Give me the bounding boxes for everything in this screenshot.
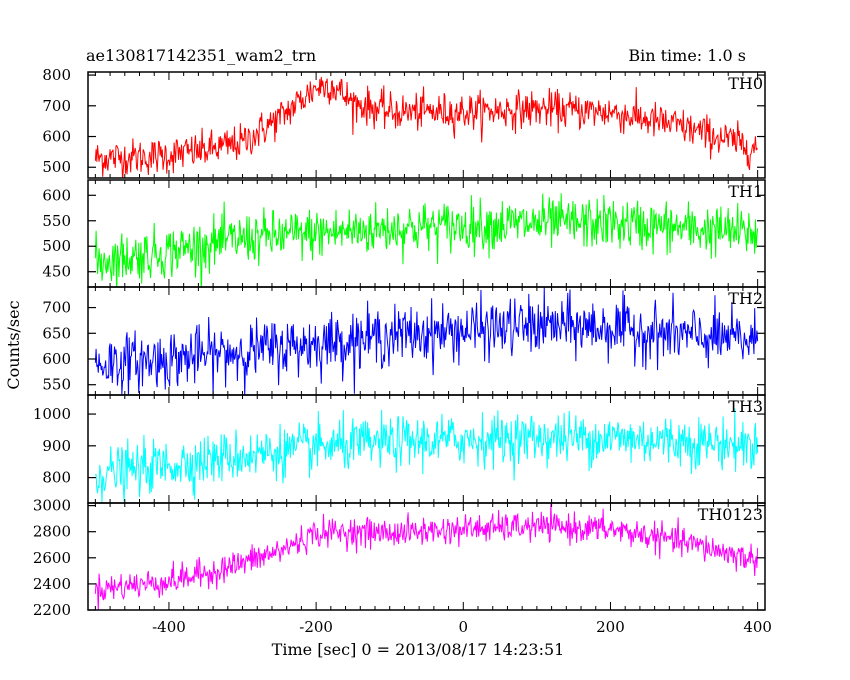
- chart-title: ae130817142351_wam2_trn: [86, 46, 316, 65]
- y-tick-label: 650: [42, 324, 71, 342]
- y-tick-label: 800: [42, 469, 71, 487]
- y-tick-label: 600: [42, 128, 71, 146]
- bin-time-label: Bin time: 1.0 s: [628, 46, 746, 65]
- y-tick-label: 700: [42, 97, 71, 115]
- panel-label: TH3: [728, 397, 763, 416]
- panels: 500 600 700 800 TH0 450 500 550 600 TH1 550 600 650 7…: [33, 66, 772, 636]
- panel-th3: 800 900 1000 TH3: [33, 394, 766, 504]
- panel-th0: 500 600 700 800 TH0: [42, 66, 766, 179]
- y-tick-label: 700: [42, 299, 71, 317]
- y-tick-label: 500: [42, 158, 71, 176]
- panel-label: TH0: [728, 74, 763, 93]
- x-tick-label: -400: [152, 618, 186, 636]
- y-tick-label: 2600: [33, 549, 71, 567]
- y-tick-label: 550: [42, 376, 71, 394]
- y-tick-label: 800: [42, 66, 71, 84]
- series-line-th0: [94, 76, 759, 178]
- y-tick-label: 3000: [33, 497, 71, 515]
- series-line-th0123: [94, 503, 759, 610]
- y-tick-label: 2400: [33, 575, 71, 593]
- y-tick-label: 450: [42, 263, 71, 281]
- panel-th2: 550 600 650 700 TH2: [42, 286, 766, 396]
- panel-label: TH1: [728, 182, 763, 201]
- x-tick-label: 200: [596, 618, 625, 636]
- x-tick-label: 0: [459, 618, 469, 636]
- panel-frame: [87, 502, 766, 611]
- y-axis-label: Counts/sec: [4, 300, 23, 389]
- panel-th1: 450 500 550 600 TH1: [42, 179, 766, 288]
- series-line-th1: [94, 193, 759, 287]
- x-axis-label: Time [sec] 0 = 2013/08/17 14:23:51: [272, 640, 565, 659]
- y-tick-label: 2800: [33, 523, 71, 541]
- panel-frame: [87, 71, 766, 179]
- panel-th0123: 2200 2400 2600 2800 3000 TH0123: [33, 497, 766, 619]
- y-tick-label: 900: [42, 437, 71, 455]
- y-tick-label: 1000: [33, 405, 71, 423]
- series-line-th2: [94, 287, 759, 395]
- y-tick-label: 600: [42, 186, 71, 204]
- series-line-th3: [94, 408, 759, 503]
- panel-label: TH0123: [698, 505, 763, 524]
- y-tick-label: 550: [42, 212, 71, 230]
- x-tick-label: 400: [743, 618, 772, 636]
- panel-label: TH2: [728, 289, 763, 308]
- y-tick-label: 2200: [33, 601, 71, 619]
- x-tick-label: -200: [299, 618, 333, 636]
- y-tick-label: 500: [42, 237, 71, 255]
- y-tick-label: 600: [42, 350, 71, 368]
